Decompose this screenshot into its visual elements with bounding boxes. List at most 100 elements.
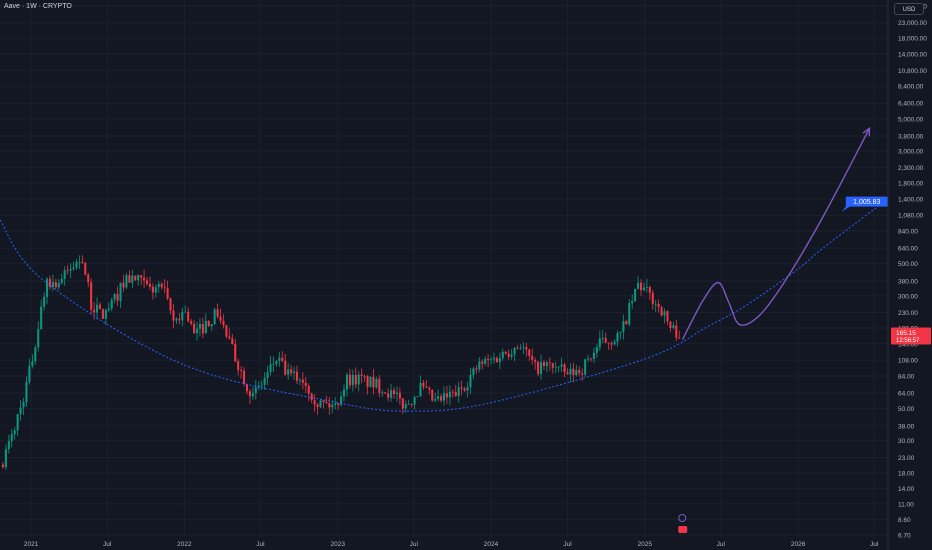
candle-body [628,303,631,325]
time-tick-label: Jul [870,541,879,548]
price-tick-label: 5,000.00 [898,116,924,123]
candle-body [128,275,131,283]
candle-body [469,374,472,388]
candle-body [272,364,275,365]
candle-body [598,338,601,348]
price-tick-label: 300.00 [898,293,918,300]
candle-body [37,329,40,348]
candle-body [442,393,446,401]
candle-body [342,389,346,397]
candle-body [672,325,675,328]
candle-body [210,324,213,327]
time-tick-label: 2024 [484,541,499,548]
time-tick-label: Jul [717,541,726,548]
candle-body [340,396,343,405]
price-tick-label: 3,000.00 [898,148,924,155]
candle-body [269,364,272,373]
candle-body [416,396,419,398]
candle-body [425,386,428,388]
candle-body [572,368,575,376]
candle-body [145,280,149,284]
candle-body [657,303,660,308]
time-tick-label: Jul [103,541,112,548]
candle-body [587,358,590,360]
dividend-event-icon[interactable] [678,514,687,522]
price-tick-label: 18,000.00 [898,36,927,43]
candle-body [537,361,540,375]
candle-body [545,362,548,366]
price-tick-label: 50.00 [898,406,915,413]
candle-body [96,304,99,313]
candle-body [281,357,284,361]
candle-body [440,396,443,401]
candle-body [234,343,237,362]
candle-body [316,404,319,408]
price-tick-label: 8,400.00 [898,84,924,91]
candle-body [201,324,204,334]
candle-body [219,316,222,321]
candle-body [34,347,37,362]
candle-body [7,441,10,450]
candle-body [363,376,366,377]
candle-body [228,336,231,339]
candle-body [213,309,216,325]
trend-curve[interactable] [0,198,889,412]
candle-body [198,324,201,329]
candle-body [490,359,493,361]
price-tick-label: 840.00 [898,229,918,236]
candle-body [195,328,199,334]
candle-body [148,283,151,287]
candle-body [481,361,484,364]
price-tick-label: 14,000.00 [898,51,927,58]
candle-body [548,362,551,364]
candle-body [60,278,63,283]
candle-body [151,286,154,293]
price-tick-label: 2,300.00 [898,165,924,172]
price-marker[interactable]: 1,005.83 [841,196,888,212]
news-flag-icon[interactable] [678,526,688,533]
price-tick-label: 108.00 [898,358,918,365]
candle-body [266,372,269,379]
candle-body [589,358,593,360]
candle-body [260,384,263,386]
candle-body [137,275,140,281]
candle-body [675,325,678,338]
candle-body [207,320,210,327]
candle-body [542,362,546,366]
current-price-bg [891,327,931,345]
candle-body [322,400,325,403]
event-markers[interactable] [678,514,688,534]
candle-body [293,371,296,374]
candle-body [407,403,410,405]
candle-body [592,352,595,359]
time-tick-label: Jul [410,541,419,548]
candle-body [390,390,393,398]
candle-body [248,391,251,397]
candle-body [131,275,134,283]
candle-body [531,355,534,361]
candle-body [563,364,566,373]
candle-body [357,374,360,385]
candle-body [310,393,313,401]
candle-body [325,402,328,404]
projection-path[interactable] [681,127,871,340]
candle-body [178,318,181,321]
candle-body [584,359,587,375]
price-tick-label: 1,800.00 [898,181,924,188]
candle-body [519,347,522,349]
candle-body [498,357,501,362]
candle-body [557,366,560,368]
candle-body [78,261,81,263]
candle-body [113,293,116,300]
candle-body [578,370,581,374]
candle-body [304,382,307,386]
candle-body [116,293,119,301]
candle-body [225,325,228,337]
candle-body [398,392,401,399]
price-tick-label: 18.00 [898,470,915,477]
candle-body [251,393,254,397]
candle-body [313,400,316,405]
currency-button[interactable]: USD [894,3,924,15]
